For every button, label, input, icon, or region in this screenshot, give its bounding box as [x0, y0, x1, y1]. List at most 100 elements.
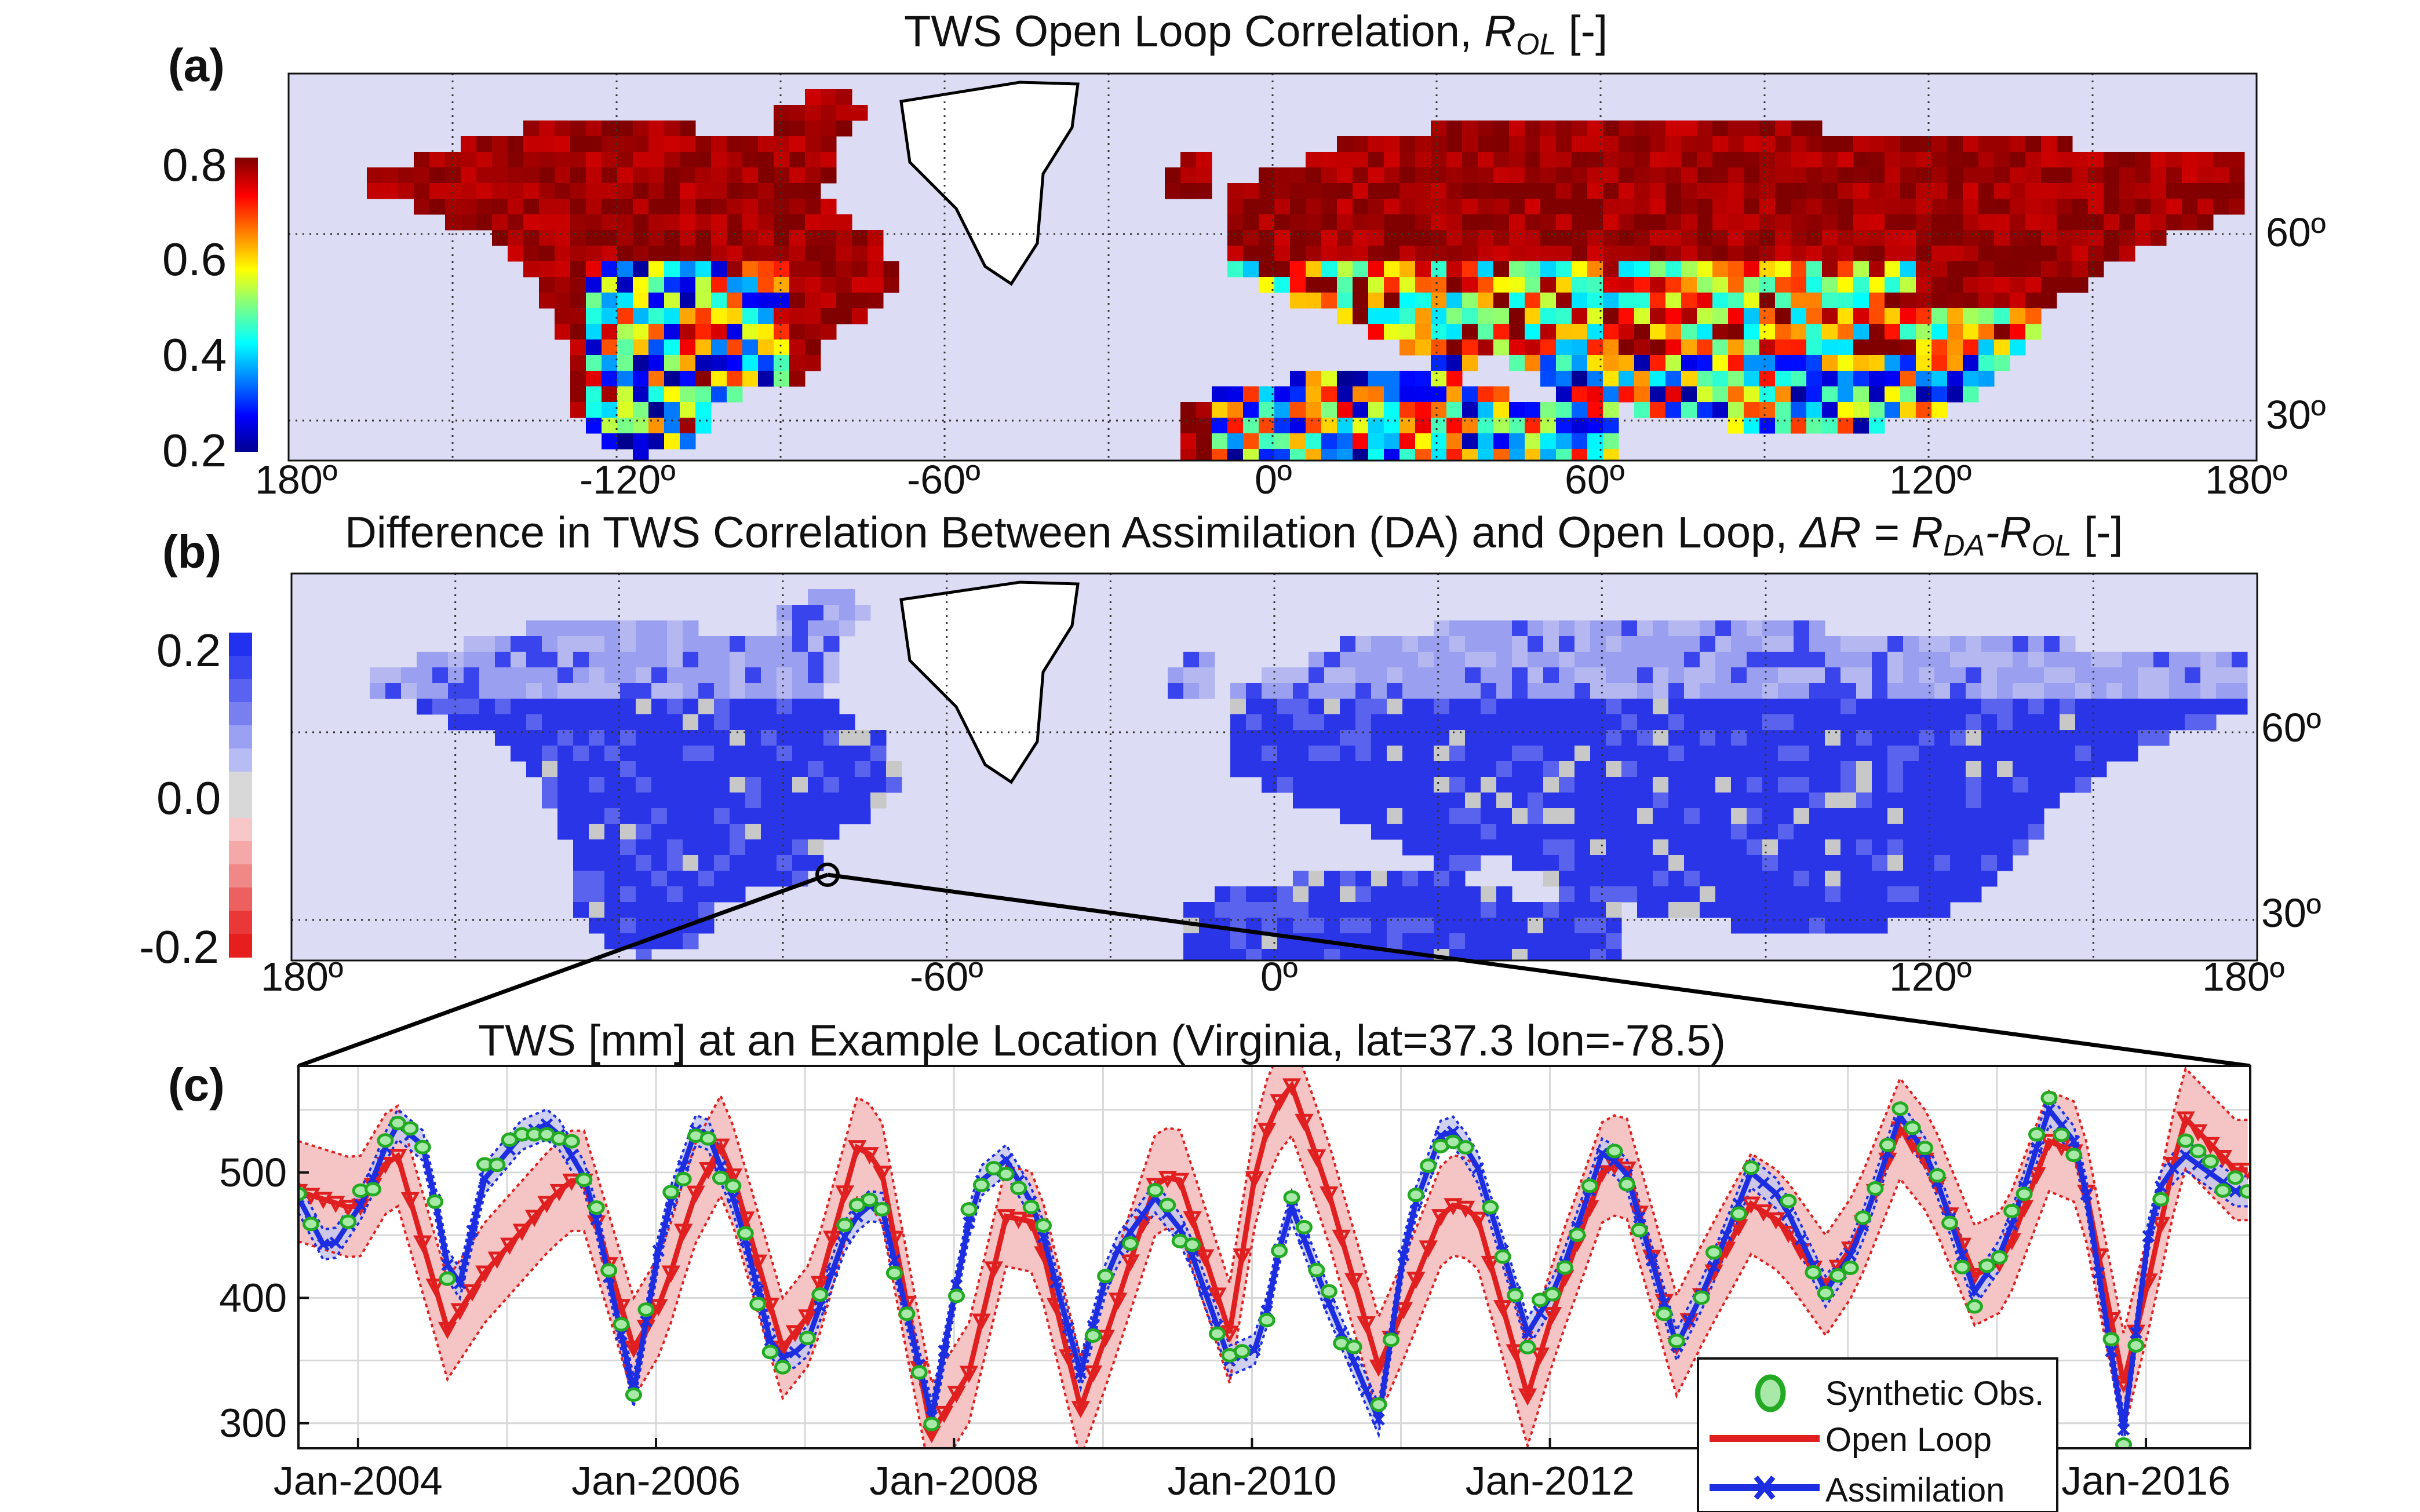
correlation-cell [1337, 214, 1353, 231]
correlation-cell [821, 308, 837, 324]
correlation-cell [602, 277, 618, 293]
difference-cell [1465, 886, 1481, 903]
correlation-cell [1321, 230, 1337, 246]
correlation-cell [617, 371, 633, 387]
difference-cell [1731, 808, 1747, 824]
assimilation-marker [1682, 1314, 1696, 1327]
correlation-cell [633, 167, 649, 184]
correlation-cell [1384, 371, 1400, 387]
correlation-cell [1321, 386, 1337, 403]
difference-cell [1293, 792, 1309, 809]
correlation-cell [523, 261, 540, 277]
colorbar-b [229, 633, 252, 958]
difference-cell [1199, 667, 1215, 684]
correlation-cell [1227, 230, 1244, 246]
correlation-cell [1415, 136, 1431, 152]
synthetic-obs-point [2202, 1154, 2219, 1169]
correlation-cell [1415, 402, 1431, 418]
correlation-cell [633, 214, 649, 231]
difference-cell [1496, 902, 1512, 918]
correlation-cell [1869, 199, 1885, 215]
difference-cell [1575, 824, 1591, 840]
colorbar-b-tick-1: 0.0 [156, 772, 221, 824]
correlation-cell [633, 339, 649, 356]
correlation-cell [789, 293, 806, 309]
correlation-cell [1462, 324, 1478, 340]
difference-cell [1481, 699, 1497, 715]
difference-cell [683, 777, 699, 793]
difference-cell [1324, 714, 1340, 731]
correlation-cell [570, 120, 586, 137]
correlation-cell [664, 433, 680, 450]
synthetic-obs-point [1084, 1328, 1102, 1343]
correlation-cell [1337, 199, 1353, 215]
assimilation-marker [1111, 1243, 1124, 1257]
correlation-cell [711, 261, 727, 277]
difference-cell [1559, 824, 1575, 840]
difference-cell [1653, 839, 1669, 856]
difference-cell [1872, 652, 1888, 668]
correlation-cell [648, 293, 665, 309]
difference-cell [432, 652, 449, 668]
legend-open-loop-label: Open Loop [1825, 1421, 1992, 1459]
correlation-cell [586, 230, 602, 246]
difference-cell [730, 746, 746, 762]
difference-cell [1794, 808, 1810, 824]
difference-cell [1559, 855, 1575, 871]
correlation-cell [1525, 339, 1541, 356]
difference-cell [808, 589, 824, 605]
panel-a-title-tail: [-] [1556, 7, 1608, 56]
correlation-cell [1947, 324, 1963, 340]
correlation-cell [523, 246, 540, 262]
map-b-xtick-1: -60º [910, 954, 983, 999]
correlation-cell [1462, 230, 1478, 246]
difference-cell [1293, 714, 1309, 731]
correlation-cell [1353, 433, 1369, 450]
difference-cell [620, 808, 636, 824]
difference-cell [761, 683, 777, 699]
correlation-cell [1290, 246, 1306, 262]
difference-cell [1653, 746, 1669, 762]
difference-cell [636, 855, 652, 871]
difference-cell [1762, 902, 1778, 918]
difference-cell [777, 777, 793, 793]
difference-cell [1496, 746, 1512, 762]
correlation-cell [1665, 324, 1682, 340]
difference-cell [1856, 683, 1872, 699]
synthetic-obs-point [1656, 1306, 1673, 1321]
difference-cell [636, 761, 652, 777]
correlation-cell [2197, 183, 2214, 199]
difference-cell [1747, 886, 1763, 903]
difference-cell [604, 871, 621, 887]
correlation-cell [664, 293, 680, 309]
difference-cell [1621, 746, 1638, 762]
difference-cell [511, 652, 527, 668]
correlation-cell [805, 167, 821, 184]
difference-cell [636, 683, 652, 699]
correlation-cell [570, 183, 586, 199]
difference-cell [1966, 714, 1982, 731]
difference-cell [385, 683, 402, 699]
difference-cell [620, 636, 636, 652]
difference-cell [839, 808, 855, 824]
difference-cell [1309, 746, 1325, 762]
correlation-cell [523, 214, 540, 231]
map-a-xtick-4: 60º [1565, 457, 1624, 502]
correlation-cell [1853, 152, 1869, 168]
correlation-cell [664, 214, 680, 231]
correlation-cell [805, 261, 821, 277]
assimilation-marker [727, 1191, 739, 1204]
correlation-cell [789, 230, 806, 246]
correlation-cell [1212, 402, 1228, 418]
difference-cell [1559, 886, 1575, 903]
difference-cell [589, 652, 605, 668]
open-loop-marker [500, 1237, 519, 1255]
correlation-cell [648, 339, 665, 356]
correlation-cell [711, 167, 727, 184]
correlation-cell [2041, 277, 2057, 293]
difference-cell [1919, 855, 1935, 871]
correlation-cell [1634, 120, 1650, 137]
y-tick-label: 400 [219, 1275, 287, 1320]
correlation-cell [789, 214, 806, 231]
difference-cell [777, 746, 793, 762]
